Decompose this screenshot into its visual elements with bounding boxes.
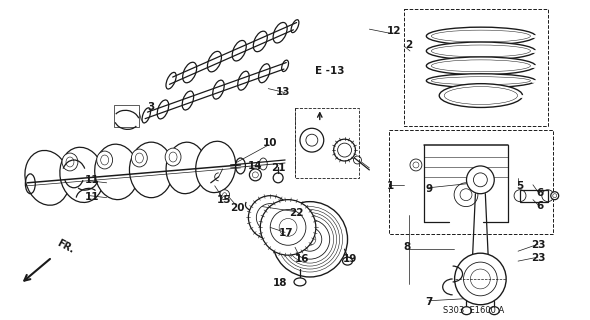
Bar	[389, 130, 553, 234]
Ellipse shape	[256, 204, 284, 231]
Ellipse shape	[427, 57, 535, 75]
Ellipse shape	[270, 210, 306, 245]
Ellipse shape	[343, 257, 352, 265]
Text: FR.: FR.	[55, 238, 76, 255]
Text: 9: 9	[425, 184, 432, 194]
Ellipse shape	[260, 200, 316, 255]
Text: S303  E1600 A: S303 E1600 A	[443, 306, 504, 315]
Ellipse shape	[298, 228, 322, 251]
Ellipse shape	[439, 84, 523, 108]
Ellipse shape	[550, 192, 559, 200]
Text: 16: 16	[294, 254, 309, 264]
Ellipse shape	[489, 307, 499, 315]
Text: 20: 20	[230, 203, 245, 212]
Ellipse shape	[60, 147, 104, 203]
Ellipse shape	[196, 141, 235, 193]
Ellipse shape	[454, 183, 478, 207]
Text: E -13: E -13	[315, 66, 345, 76]
Ellipse shape	[294, 278, 306, 286]
Ellipse shape	[300, 128, 324, 152]
Ellipse shape	[166, 142, 206, 194]
Ellipse shape	[461, 307, 471, 315]
Ellipse shape	[290, 220, 330, 259]
Text: 13: 13	[276, 87, 290, 97]
Ellipse shape	[66, 157, 74, 167]
Text: 1: 1	[386, 181, 394, 191]
Ellipse shape	[135, 153, 143, 163]
Text: 10: 10	[263, 138, 277, 148]
Text: 22: 22	[289, 208, 303, 218]
Text: 23: 23	[532, 253, 546, 263]
Ellipse shape	[455, 253, 506, 305]
Text: 6: 6	[536, 201, 543, 211]
Text: 3: 3	[148, 102, 155, 112]
Text: 18: 18	[273, 278, 287, 288]
Text: 5: 5	[516, 181, 524, 191]
Ellipse shape	[169, 152, 177, 162]
Ellipse shape	[101, 155, 109, 165]
Ellipse shape	[273, 173, 283, 183]
Bar	[520, 190, 548, 202]
Ellipse shape	[467, 166, 494, 194]
Ellipse shape	[219, 190, 230, 200]
Bar	[404, 9, 548, 126]
Text: 15: 15	[217, 195, 231, 205]
Text: 12: 12	[387, 26, 401, 36]
Text: 14: 14	[248, 161, 263, 171]
Ellipse shape	[250, 169, 261, 181]
Text: 21: 21	[271, 163, 286, 173]
Ellipse shape	[431, 45, 530, 57]
Ellipse shape	[431, 77, 530, 85]
Ellipse shape	[431, 60, 530, 72]
Text: 7: 7	[425, 297, 432, 307]
Ellipse shape	[427, 27, 535, 45]
Ellipse shape	[427, 42, 535, 60]
Ellipse shape	[464, 262, 497, 296]
Text: 6: 6	[536, 188, 543, 198]
Text: 11: 11	[84, 192, 99, 202]
Ellipse shape	[62, 153, 78, 171]
Ellipse shape	[272, 202, 348, 277]
Ellipse shape	[334, 139, 355, 161]
Ellipse shape	[95, 144, 139, 200]
Text: 23: 23	[532, 240, 546, 250]
Bar	[295, 108, 359, 178]
Text: 19: 19	[342, 254, 357, 264]
Text: 17: 17	[278, 228, 293, 238]
Ellipse shape	[132, 149, 148, 167]
Ellipse shape	[97, 151, 113, 169]
Ellipse shape	[248, 196, 292, 239]
Ellipse shape	[25, 150, 70, 205]
Ellipse shape	[129, 142, 173, 198]
Ellipse shape	[431, 30, 530, 42]
Ellipse shape	[165, 148, 181, 166]
Text: 8: 8	[404, 242, 411, 252]
Text: 2: 2	[405, 40, 412, 50]
Bar	[114, 106, 139, 127]
Ellipse shape	[444, 87, 517, 105]
Ellipse shape	[427, 74, 535, 88]
Text: 11: 11	[84, 175, 99, 185]
Ellipse shape	[410, 159, 422, 171]
